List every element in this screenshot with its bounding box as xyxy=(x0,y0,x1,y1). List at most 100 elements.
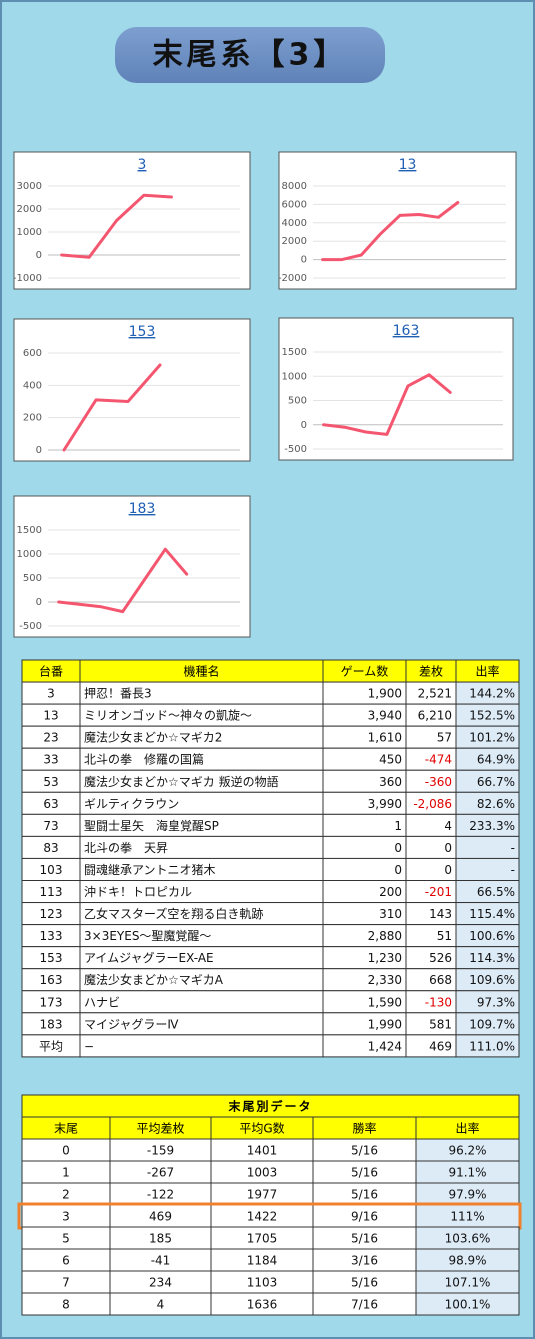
cell-text: 0 xyxy=(444,863,452,877)
data-line xyxy=(322,373,452,436)
y-tick-label: 2000 xyxy=(282,236,307,247)
cell-text: 33 xyxy=(43,753,58,767)
cell-text: 101.2% xyxy=(469,731,515,745)
column-header: 末尾 xyxy=(54,1122,78,1136)
chart-box xyxy=(13,151,251,290)
cell-text: − xyxy=(84,1039,94,1053)
cell-text: 581 xyxy=(429,1017,452,1031)
cell-text: 100.6% xyxy=(469,929,515,943)
chart-title: 153 xyxy=(129,324,156,340)
cell-text: -122 xyxy=(147,1188,174,1202)
cell-text: 0 xyxy=(62,1144,70,1158)
table-title: 末尾別データ xyxy=(228,1099,312,1114)
cell-text: 4 xyxy=(444,819,452,833)
cell-text: 1422 xyxy=(247,1210,278,1224)
cell-text: 北斗の拳 修羅の国篇 xyxy=(84,752,204,767)
chart-title: 13 xyxy=(399,157,417,173)
cell-text: 1,590 xyxy=(368,995,402,1009)
cell-text: 13 xyxy=(43,709,58,723)
cell-text: 123 xyxy=(40,907,63,921)
cell-text: 133 xyxy=(40,929,63,943)
cell-text: 96.2% xyxy=(448,1144,486,1158)
cell-text: 144.2% xyxy=(469,687,515,701)
cell-text: 平均 xyxy=(39,1039,63,1053)
cell-text: アイムジャグラーEX-AE xyxy=(84,951,214,965)
cell-text: 3×3EYES～聖魔覚醒～ xyxy=(84,928,211,943)
cell-text: 7 xyxy=(62,1276,70,1290)
cell-text: 9/16 xyxy=(351,1210,378,1224)
y-tick-label: 1500 xyxy=(282,347,307,358)
cell-text: - xyxy=(511,841,515,855)
cell-text: 4 xyxy=(157,1298,165,1312)
cell-text: 1705 xyxy=(247,1232,278,1246)
cell-text: 103 xyxy=(40,863,63,877)
cell-text: 2,330 xyxy=(368,973,402,987)
y-tick-label: -1000 xyxy=(13,273,42,284)
y-tick-label: 1500 xyxy=(17,525,42,536)
cell-text: 押忍！番長3 xyxy=(84,687,152,701)
cell-text: 5/16 xyxy=(351,1232,378,1246)
chart-box xyxy=(278,151,517,290)
y-tick-label: 0 xyxy=(36,445,42,456)
y-tick-label: 0 xyxy=(36,597,42,608)
cell-text: 1103 xyxy=(247,1276,278,1290)
cell-text: 66.5% xyxy=(477,885,515,899)
cell-text: 183 xyxy=(40,1017,63,1031)
y-tick-label: 1000 xyxy=(282,371,307,382)
cell-text: 115.4% xyxy=(469,907,515,921)
cell-text: 2,521 xyxy=(418,687,452,701)
y-tick-label: 0 xyxy=(301,420,307,431)
cell-text: 魔法少女まどか☆マギカ 叛逆の物語 xyxy=(84,774,279,789)
y-tick-label: 4000 xyxy=(282,218,307,229)
cell-text: -267 xyxy=(147,1166,174,1180)
y-tick-label: 500 xyxy=(288,396,307,407)
chart-box xyxy=(13,318,251,462)
cell-text: 2,880 xyxy=(368,929,402,943)
cell-text: -2,086 xyxy=(413,797,452,811)
cell-text: 1977 xyxy=(247,1188,278,1202)
y-tick-label: 200 xyxy=(23,413,42,424)
cell-text: 5/16 xyxy=(351,1276,378,1290)
chart-title: 183 xyxy=(129,501,156,517)
y-tick-label: 1000 xyxy=(17,227,42,238)
cell-text: 469 xyxy=(429,1039,452,1053)
y-tick-label: 0 xyxy=(301,255,307,266)
column-header: 差枚 xyxy=(419,664,443,679)
column-header: 出率 xyxy=(475,664,499,679)
cell-text: 2 xyxy=(62,1188,70,1202)
chart-box xyxy=(278,317,514,461)
cell-text: 6,210 xyxy=(418,709,452,723)
cell-text: 57 xyxy=(437,731,452,745)
y-tick-label: 400 xyxy=(23,380,42,391)
cell-text: 1003 xyxy=(247,1166,278,1180)
cell-text: 聖闘士星矢 海皇覚醒SP xyxy=(84,818,219,833)
y-tick-label: 3000 xyxy=(17,181,42,192)
cell-text: 7/16 xyxy=(351,1298,378,1312)
cell-text: 63 xyxy=(43,797,58,811)
cell-text: 沖ドキ！トロピカル xyxy=(84,885,192,899)
y-tick-label: -500 xyxy=(19,621,42,632)
cell-text: 1,424 xyxy=(368,1039,402,1053)
column-header: 機種名 xyxy=(183,664,219,679)
table-cell xyxy=(79,1034,324,1058)
column-header: 台番 xyxy=(39,664,63,679)
cell-text: -201 xyxy=(425,885,452,899)
cell-text: 1,990 xyxy=(368,1017,402,1031)
column-header: 平均G数 xyxy=(239,1121,284,1136)
cell-text: - xyxy=(511,863,515,877)
table-cell xyxy=(415,1292,520,1316)
cell-text: 163 xyxy=(40,973,63,987)
cell-text: 3,990 xyxy=(368,797,402,811)
cell-text: 97.3% xyxy=(477,995,515,1009)
cell-text: -41 xyxy=(151,1254,171,1268)
cell-text: 200 xyxy=(379,885,402,899)
cell-text: -159 xyxy=(147,1144,174,1158)
data-line xyxy=(62,363,162,452)
cell-text: ミリオンゴッド～神々の凱旋～ xyxy=(84,708,252,723)
cell-text: 152.5% xyxy=(469,709,515,723)
table-cell xyxy=(455,1034,520,1058)
y-tick-label: 600 xyxy=(23,348,42,359)
cell-text: 魔法少女まどか☆マギカA xyxy=(84,972,224,987)
data-line xyxy=(60,193,173,259)
cell-text: 91.1% xyxy=(448,1166,486,1180)
